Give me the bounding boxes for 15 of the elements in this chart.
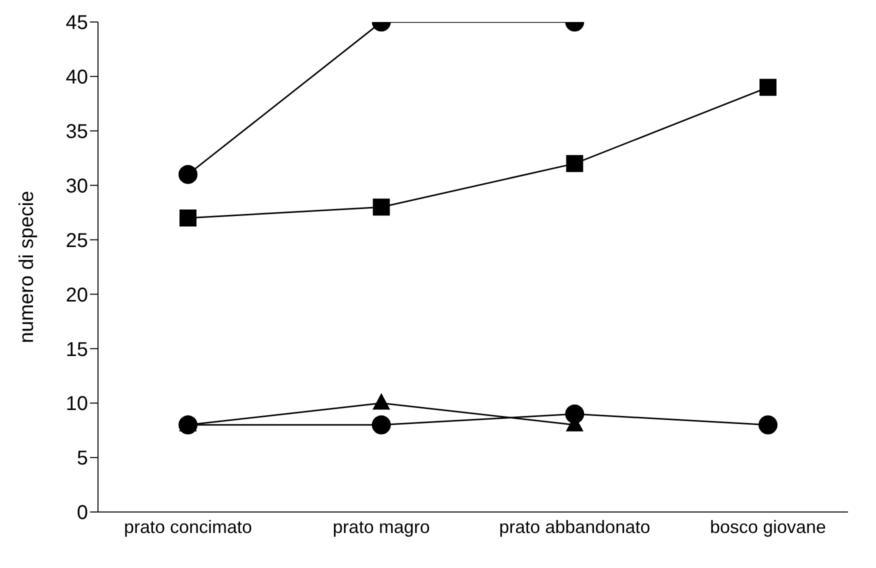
x-tick-label: bosco giovane — [710, 516, 826, 537]
y-tick-label: 10 — [66, 393, 88, 416]
y-tick-label: 30 — [66, 175, 88, 198]
y-axis-title: numero di specie — [16, 190, 38, 344]
y-tick-label: 15 — [66, 338, 88, 361]
y-tick-label: 40 — [66, 66, 88, 89]
y-tick-label: 0 — [76, 502, 88, 524]
x-tick-label: prato abbandonato — [499, 516, 650, 537]
x-tick-label: prato magro — [332, 516, 430, 537]
y-tick-label: 45 — [66, 12, 88, 34]
y-tick-label: 20 — [66, 284, 88, 306]
y-tick-label: 5 — [76, 448, 88, 470]
x-tick-label: prato concimato — [124, 516, 252, 537]
y-tick-label: 35 — [66, 120, 88, 143]
y-tick-label: 25 — [66, 230, 88, 252]
